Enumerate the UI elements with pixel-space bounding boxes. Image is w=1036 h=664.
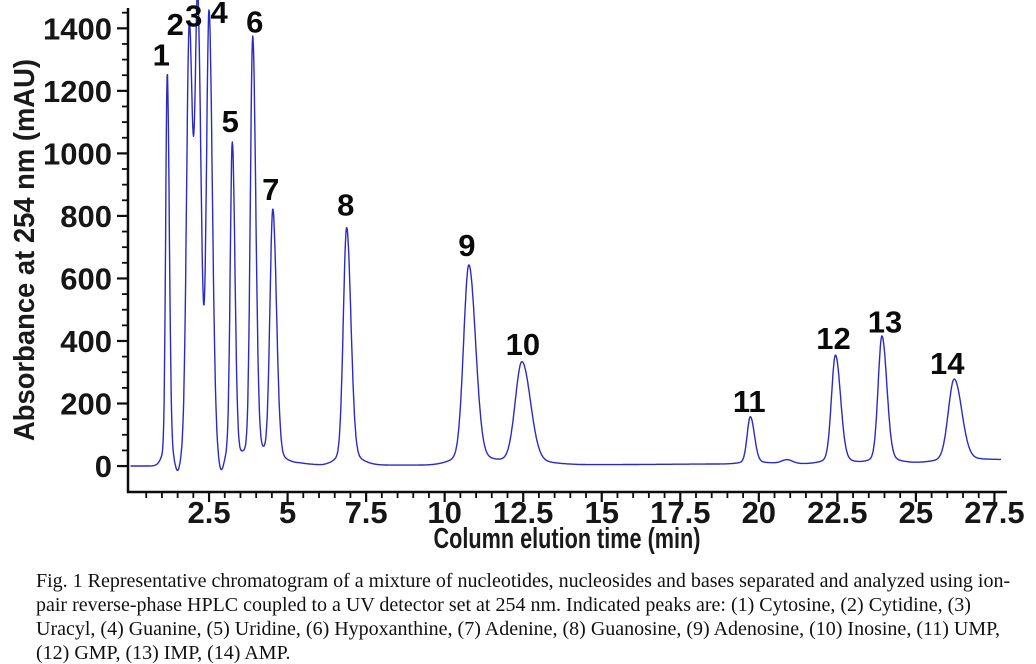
y-axis-title: Absorbance at 254 nm (mAU) <box>9 59 41 441</box>
y-tick-label: 1000 <box>43 136 112 171</box>
x-tick-label: 7.5 <box>345 495 388 530</box>
peak-label-6: 6 <box>246 5 263 40</box>
x-tick-label: 22.5 <box>807 495 867 530</box>
chromatogram-trace <box>130 0 1002 472</box>
y-tick-label: 200 <box>60 387 112 422</box>
peak-label-14: 14 <box>930 346 965 381</box>
peak-label-2: 2 <box>167 7 184 42</box>
x-tick-label: 12.5 <box>493 495 553 530</box>
x-axis: 2.5 5 7.5 10 12.5 15 17.5 20 22.5 25 27.5 <box>145 492 1025 530</box>
x-axis-title: Column elution time (min) <box>434 523 701 555</box>
x-tick-label: 10 <box>427 495 461 530</box>
y-tick-label: 400 <box>60 324 112 359</box>
peak-label-9: 9 <box>458 228 475 263</box>
y-tick-label: 1200 <box>43 74 112 109</box>
peak-label-8: 8 <box>337 187 354 222</box>
peak-label-13: 13 <box>868 305 902 340</box>
y-tick-label: 1400 <box>43 11 112 46</box>
figure-caption: Fig. 1 Representative chromatogram of a … <box>36 570 1011 664</box>
peak-label-3: 3 <box>185 0 202 33</box>
x-tick-label: 17.5 <box>650 495 710 530</box>
x-tick-label: 27.5 <box>964 495 1024 530</box>
y-tick-label: 600 <box>60 261 112 296</box>
peak-label-5: 5 <box>222 104 239 139</box>
x-tick-label: 20 <box>742 495 776 530</box>
x-tick-label: 2.5 <box>187 495 230 530</box>
y-tick-label: 800 <box>60 199 112 234</box>
chromatogram-chart: 2.5 5 7.5 10 12.5 15 17.5 20 22.5 25 27.5020040060… <box>9 0 1025 555</box>
x-tick-label: 25 <box>899 495 933 530</box>
peak-label-4: 4 <box>210 0 228 30</box>
peak-label-11: 11 <box>733 384 766 419</box>
x-tick-label: 15 <box>585 495 619 530</box>
x-tick-label: 5 <box>279 495 296 530</box>
y-tick-label: 0 <box>95 449 112 484</box>
peak-label-10: 10 <box>506 327 540 362</box>
peak-label-7: 7 <box>262 172 279 207</box>
y-axis: 0 200 400 600 800 1000 1200 1400 <box>43 11 128 484</box>
peak-label-12: 12 <box>816 321 850 356</box>
peak-label-1: 1 <box>153 38 170 73</box>
